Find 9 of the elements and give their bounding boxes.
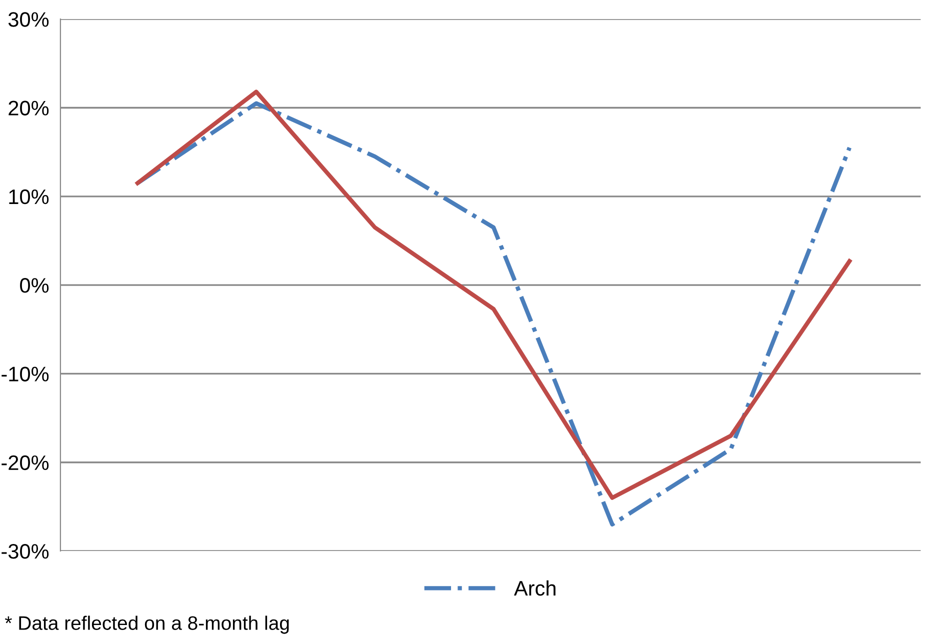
legend-label: Arch: [514, 580, 556, 596]
text: * Data reflected on a 8-month lag: [4, 616, 289, 634]
y-tick-label: -30%: [2, 544, 49, 559]
y-tick-label: 20%: [8, 100, 49, 116]
y-tick-label: 30%: [8, 12, 49, 27]
y-tick-label: 0%: [20, 278, 49, 293]
y-tick-label: -20%: [2, 455, 49, 470]
y-tick-label: -10%: [2, 366, 49, 382]
y-tick-label: 10%: [9, 189, 49, 204]
